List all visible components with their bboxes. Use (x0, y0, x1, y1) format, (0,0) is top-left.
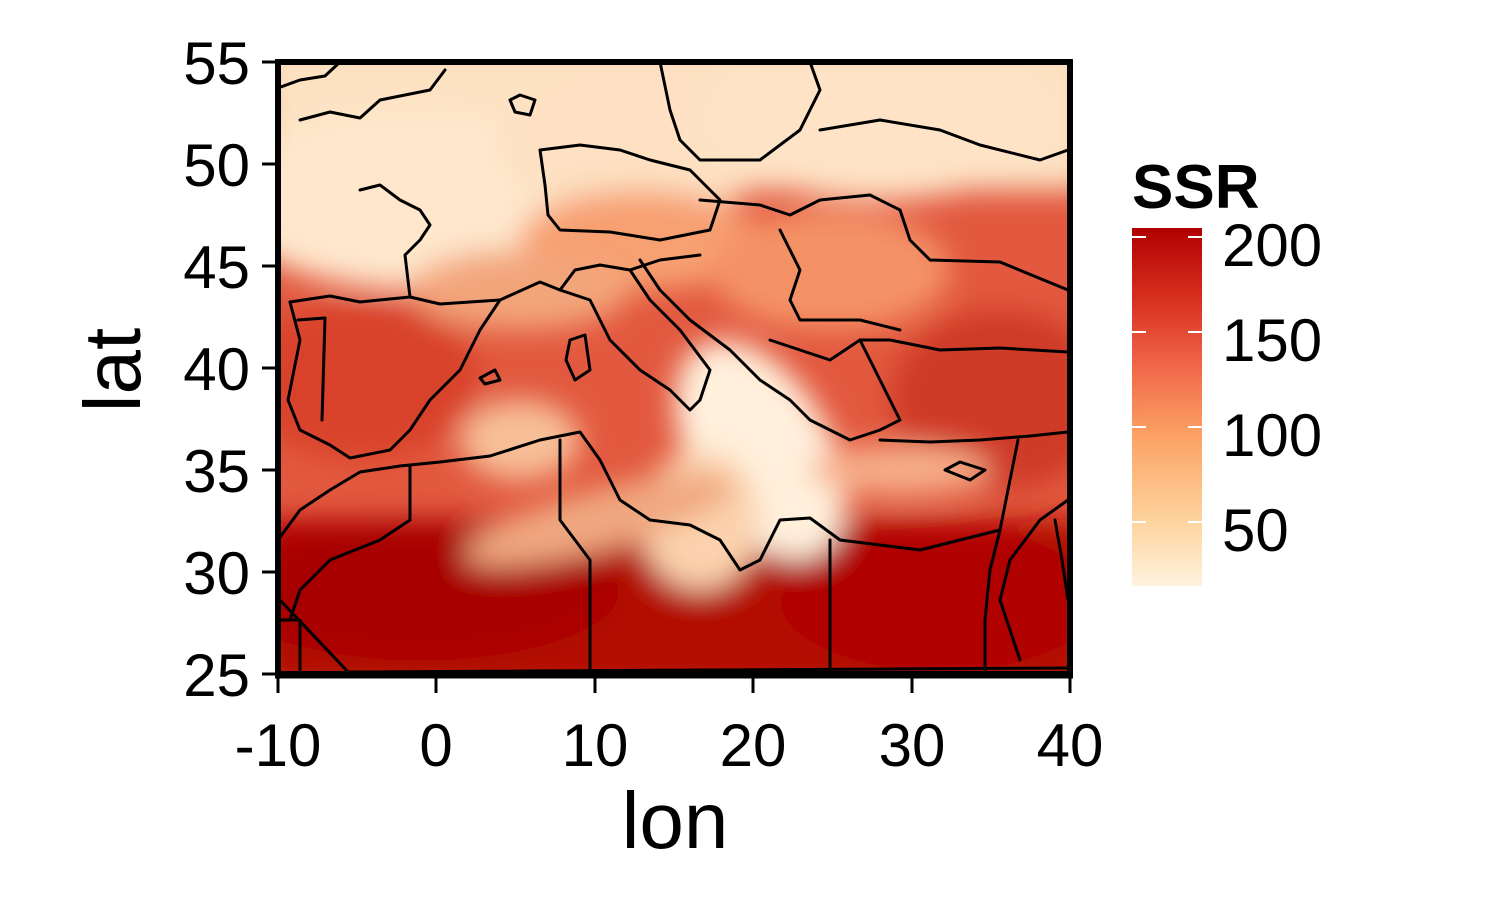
y-axis-title: lat (68, 328, 157, 413)
legend-label-50: 50 (1222, 497, 1289, 564)
map-panel (278, 62, 1070, 674)
x-tick-label-30: 30 (879, 712, 946, 779)
x-tick-label--10: -10 (235, 712, 322, 779)
y-axis: 55 50 45 40 35 30 25 lat (68, 30, 280, 709)
x-tick-label-10: 10 (562, 712, 629, 779)
y-axis-ticks (262, 60, 278, 676)
y-tick-label-45: 45 (183, 234, 250, 301)
colorbar (1132, 228, 1202, 586)
x-axis-title: lon (622, 776, 729, 865)
x-tick-label-0: 0 (419, 712, 452, 779)
y-tick-label-50: 50 (183, 132, 250, 199)
x-tick-label-40: 40 (1037, 712, 1104, 779)
y-tick-label-25: 25 (183, 642, 250, 709)
y-tick-label-30: 30 (183, 540, 250, 607)
y-tick-label-35: 35 (183, 438, 250, 505)
legend-label-200: 200 (1222, 212, 1322, 279)
legend: SSR 200 150 100 50 (1132, 153, 1322, 586)
legend-label-100: 100 (1222, 402, 1322, 469)
colorbar-ticks (1132, 236, 1202, 523)
y-tick-label-55: 55 (183, 30, 250, 97)
x-axis: -10 0 10 20 30 40 lon (235, 675, 1104, 865)
y-tick-label-40: 40 (183, 336, 250, 403)
x-tick-label-20: 20 (720, 712, 787, 779)
x-axis-ticks (276, 677, 1072, 693)
legend-label-150: 150 (1222, 307, 1322, 374)
legend-title: SSR (1132, 153, 1259, 222)
